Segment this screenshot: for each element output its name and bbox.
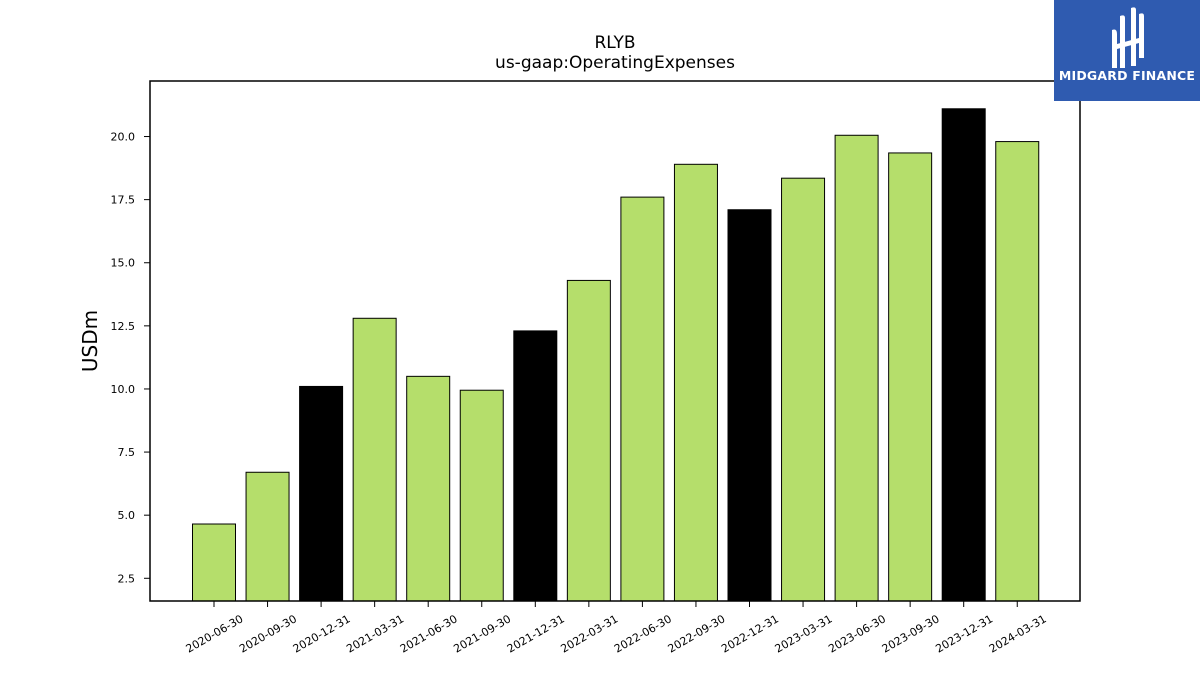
y-tick-label: 12.5	[111, 320, 136, 333]
plot-area-frame	[149, 80, 1081, 602]
bar-2020-06-30	[192, 523, 236, 602]
x-tick-label: 2021-09-30	[451, 612, 513, 655]
bar-2021-12-31	[513, 330, 558, 602]
x-tick-label: 2021-03-31	[344, 612, 406, 655]
x-tick-label: 2022-06-30	[612, 612, 674, 655]
y-tick-label: 15.0	[111, 257, 136, 270]
x-tick-label: 2021-12-31	[505, 612, 567, 655]
chart-subtitle: us-gaap:OperatingExpenses	[495, 53, 735, 73]
x-tick-label: 2023-03-31	[773, 612, 835, 655]
x-tick-label: 2023-12-31	[933, 612, 995, 655]
x-tick-label: 2021-06-30	[398, 612, 460, 655]
chart-title: RLYB	[594, 33, 635, 53]
x-tick-label: 2020-09-30	[237, 612, 299, 655]
y-tick-label: 7.5	[118, 446, 136, 459]
y-axis-label: USDm	[78, 310, 102, 372]
bar-2021-09-30	[459, 389, 504, 602]
x-tick-label: 2020-12-31	[291, 612, 353, 655]
x-tick-label: 2022-12-31	[719, 612, 781, 655]
brand-name: MIDGARD FINANCE	[1058, 68, 1196, 83]
y-tick-label: 10.0	[111, 383, 136, 396]
bar-2023-12-31	[941, 108, 986, 602]
bar-2020-09-30	[245, 471, 290, 602]
y-tick-label: 5.0	[118, 509, 136, 522]
bar-2023-09-30	[888, 152, 933, 602]
brand-logo: MIDGARD FINANCE	[1054, 0, 1200, 101]
x-tick-label: 2023-06-30	[826, 612, 888, 655]
x-tick-label: 2022-03-31	[558, 612, 620, 655]
midgard-logo-icon	[1112, 7, 1144, 68]
x-tick-label: 2020-06-30	[184, 612, 246, 655]
y-axis-ticks: 2.5 5.0 7.5 10.0 12.5 15.0 17.5 20.0	[111, 131, 150, 585]
bar-2023-03-31	[781, 177, 826, 602]
x-tick-label: 2022-09-30	[666, 612, 728, 655]
bar-2022-03-31	[566, 279, 611, 602]
x-tick-label: 2024-03-31	[987, 612, 1049, 655]
bar-2022-06-30	[620, 196, 665, 602]
bar-2020-12-31	[299, 385, 344, 602]
bar-2021-03-31	[352, 317, 397, 602]
bar-2022-12-31	[727, 209, 772, 602]
y-tick-label: 2.5	[118, 572, 136, 585]
bar-2021-06-30	[406, 375, 451, 602]
bar-2022-09-30	[673, 163, 718, 602]
bar-2024-03-31	[995, 141, 1040, 602]
y-tick-label: 20.0	[111, 131, 136, 144]
bar-2023-06-30	[834, 134, 879, 602]
x-tick-label: 2023-09-30	[880, 612, 942, 655]
x-axis-ticks: 2020-06-302020-09-302020-12-312021-03-31…	[184, 601, 1049, 656]
bars	[192, 108, 1040, 602]
y-tick-label: 17.5	[111, 194, 136, 207]
